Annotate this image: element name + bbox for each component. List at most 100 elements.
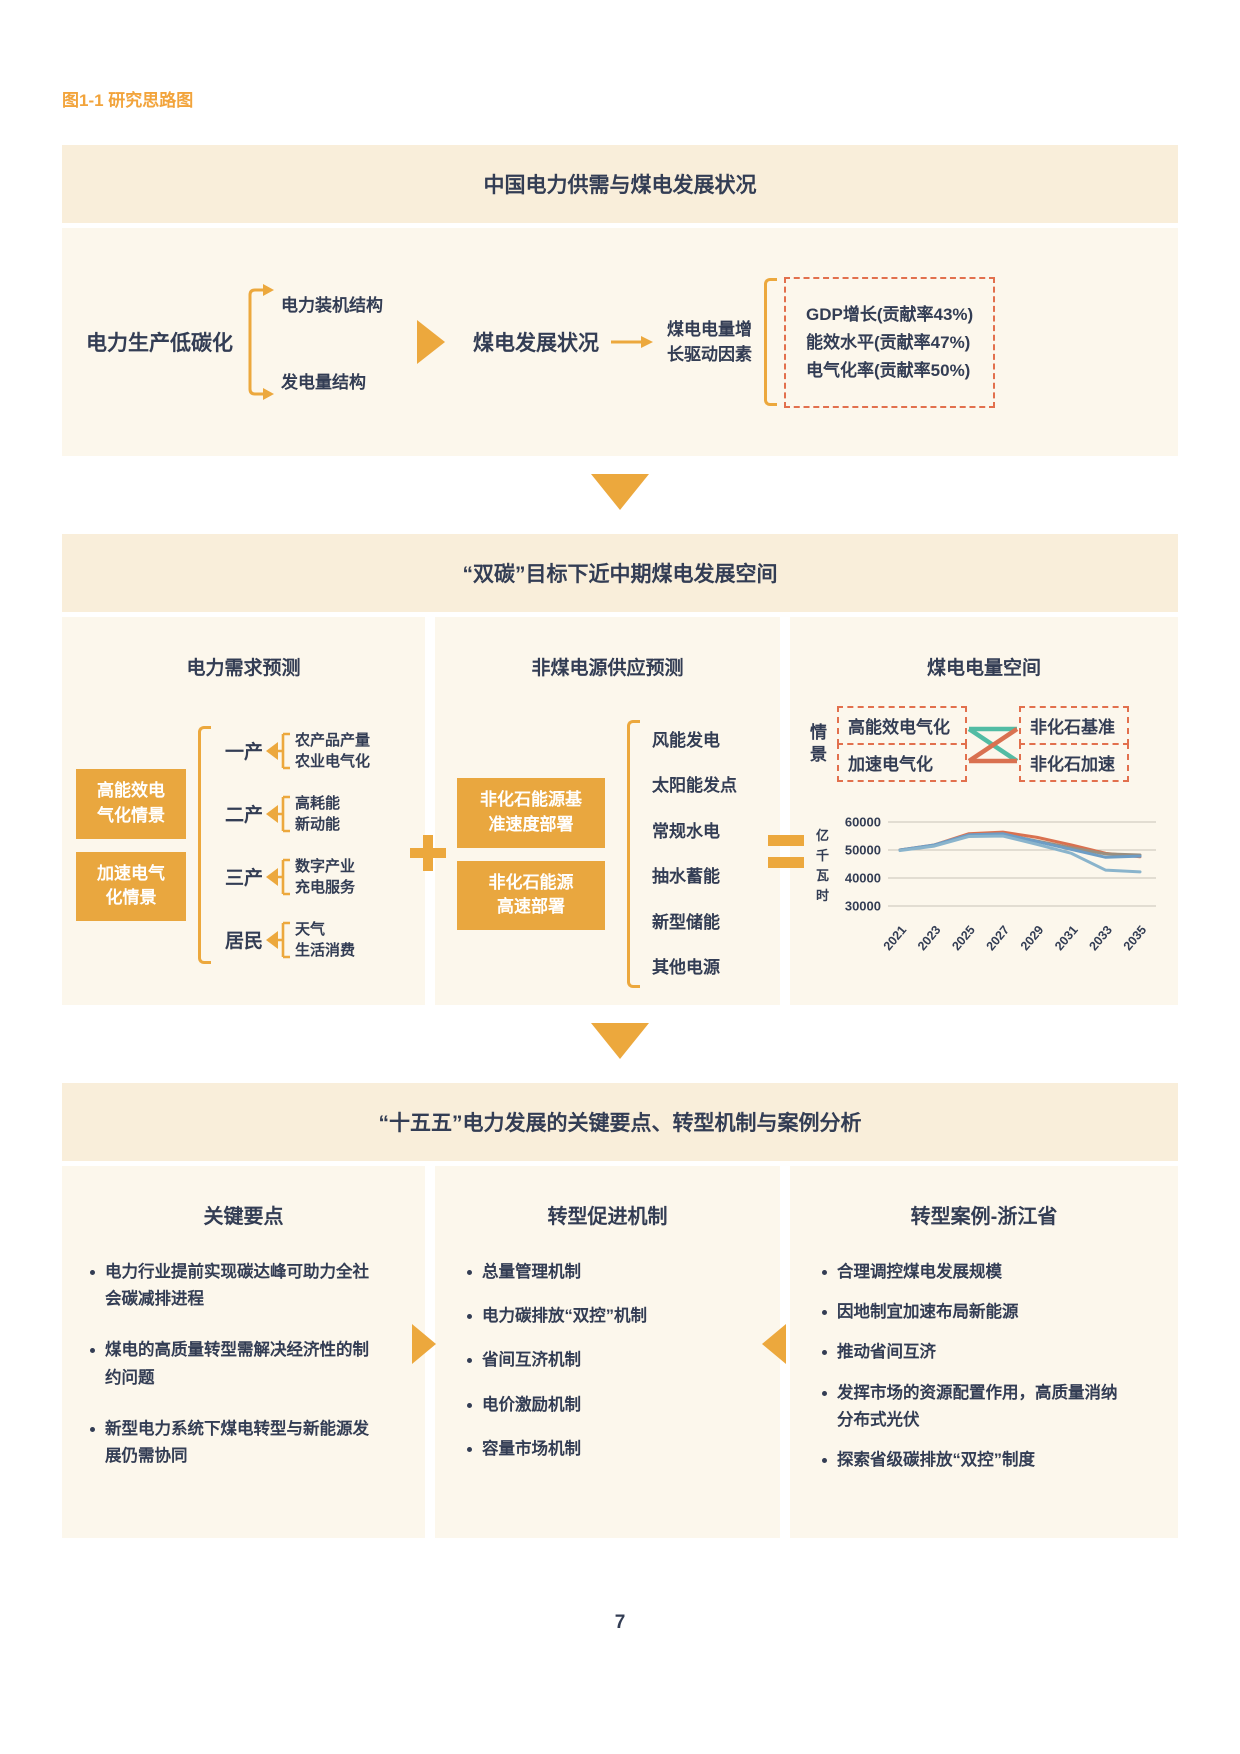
section-analysis: “十五五”电力发展的关键要点、转型机制与案例分析 关键要点 电力行业提前实现碳达… — [62, 1083, 1178, 1538]
bullet-text: 新型电力系统下煤电转型与新能源发展仍需协同 — [105, 1419, 369, 1466]
source-list: 风能发电 太阳能发点 常规水电 抽水蓄能 新型储能 其他电源 — [652, 728, 737, 981]
sector-arrow-bracket-icon — [266, 917, 292, 963]
svg-text:60000: 60000 — [845, 815, 881, 830]
demand-scenario-boxes: 高能效电 气化情景 加速电气 化情景 — [76, 769, 186, 921]
svg-text:2025: 2025 — [949, 923, 978, 952]
node-growth-drivers: 煤电电量增 长驱动因素 — [667, 319, 752, 365]
bullet-dot-icon — [90, 1348, 95, 1354]
sources-bracket-icon — [627, 720, 640, 988]
bullet-dot-icon — [90, 1426, 95, 1432]
drivers-bracket-icon — [764, 278, 777, 406]
bullet-dot-icon — [822, 1270, 827, 1275]
figure-label: 图1-1 研究思路图 — [62, 91, 194, 110]
section3-header: “十五五”电力发展的关键要点、转型机制与案例分析 — [62, 1083, 1178, 1161]
mechanisms-column: 转型促进机制 总量管理机制 电力碳排放“双控”机制 省间互济机制 电价激励机制 … — [435, 1166, 780, 1538]
node-power-decarbonization: 电力生产低碳化 — [86, 332, 233, 355]
left-triangle-icon — [762, 1324, 786, 1364]
mechanisms-list: 总量管理机制 电力碳排放“双控”机制 省间互济机制 电价激励机制 容量市场机制 — [435, 1259, 780, 1463]
list-item: 省间互济机制 — [467, 1347, 770, 1374]
sector-detail: 高耗能 新动能 — [295, 794, 341, 833]
legend-accelerated: 加速电气化 — [837, 743, 967, 782]
list-item: 电价激励机制 — [467, 1392, 770, 1419]
supply-column: 非煤电源供应预测 非化石能源基 准速度部署 非化石能源 高速部署 风能发电 太阳… — [435, 617, 780, 1005]
node-generation-structure: 发电量结构 — [281, 373, 366, 392]
sectors-bracket-icon — [198, 726, 211, 964]
bullet-text: 探索省级碳排放“双控”制度 — [837, 1451, 1035, 1470]
list-item: 新型电力系统下煤电转型与新能源发展仍需协同 — [90, 1416, 385, 1470]
bullet-dot-icon — [90, 1270, 95, 1275]
section3-body: 关键要点 电力行业提前实现碳达峰可助力全社会碳减排进程 煤电的高质量转型需解决经… — [62, 1166, 1178, 1538]
svg-text:2033: 2033 — [1086, 923, 1115, 952]
down-arrow-icon — [591, 474, 649, 510]
keypoints-list: 电力行业提前实现碳达峰可助力全社会碳减排进程 煤电的高质量转型需解决经济性的制约… — [62, 1259, 425, 1470]
bullet-text: 合理调控煤电发展规模 — [837, 1263, 1002, 1281]
bullet-dot-icon — [467, 1446, 472, 1452]
sector-row-primary: 一产 农产品产量 农业电气化 — [221, 728, 370, 774]
legend-nonfossil-fast: 非化石加速 — [1019, 743, 1129, 782]
bullet-dot-icon — [467, 1358, 472, 1364]
bullet-dot-icon — [467, 1402, 472, 1408]
sector-arrow-bracket-icon — [266, 728, 292, 774]
mechanisms-title: 转型促进机制 — [547, 1206, 668, 1228]
legend-left-boxes: 高能效电气化 加速电气化 — [837, 706, 967, 782]
sector-row-tertiary: 三产 数字产业 充电服务 — [221, 854, 370, 900]
svg-text:30000: 30000 — [845, 899, 881, 914]
source-other: 其他电源 — [652, 958, 720, 977]
branch-labels: 电力装机结构 发电量结构 — [281, 291, 383, 393]
bullet-text: 因地制宜加速布局新能源 — [837, 1303, 1019, 1322]
svg-text:2031: 2031 — [1052, 923, 1081, 952]
bullet-text: 推动省间互济 — [837, 1343, 936, 1362]
svg-text:2021: 2021 — [881, 923, 910, 952]
scenario-nonfossil-baseline: 非化石能源基 准速度部署 — [457, 778, 605, 848]
section1-body: 电力生产低碳化 电力装机结构 发电量结构 煤电发展状况 — [62, 228, 1178, 456]
section2-body: 电力需求预测 高能效电 气化情景 加速电气 化情景 一产 — [62, 617, 1178, 1005]
bullet-text: 煤电的高质量转型需解决经济性的制约问题 — [105, 1341, 369, 1387]
sector-detail: 数字产业 充电服务 — [295, 857, 356, 896]
source-wind: 风能发电 — [652, 730, 720, 750]
casestudy-title: 转型案例-浙江省 — [910, 1206, 1058, 1228]
list-item: 煤电的高质量转型需解决经济性的制约问题 — [90, 1337, 385, 1391]
casestudy-list: 合理调控煤电发展规模 因地制宜加速布局新能源 推动省间互济 发挥市场的资源配置作… — [790, 1259, 1178, 1474]
bullet-text: 电力碳排放“双控”机制 — [482, 1307, 647, 1326]
legend-nonfossil-baseline: 非化石基准 — [1019, 706, 1129, 745]
drivers-dashed-box: GDP增长(贡献率43%) 能效水平(贡献率47%) 电气化率(贡献率50%) — [784, 276, 996, 408]
driver-efficiency: 能效水平(贡献率47%) — [806, 332, 971, 352]
svg-text:2035: 2035 — [1121, 923, 1150, 952]
sector-detail: 天气 生活消费 — [295, 920, 356, 959]
space-title: 煤电电量空间 — [926, 658, 1041, 679]
driver-electrification: 电气化率(贡献率50%) — [806, 360, 971, 380]
bullet-text: 总量管理机制 — [482, 1263, 581, 1281]
bullet-dot-icon — [467, 1314, 472, 1320]
scenario-nonfossil-fast: 非化石能源 高速部署 — [457, 860, 605, 930]
scenario-accelerated: 加速电气 化情景 — [76, 851, 186, 921]
demand-column: 电力需求预测 高能效电 气化情景 加速电气 化情景 一产 — [62, 617, 425, 1005]
sector-label: 一产 — [224, 742, 263, 763]
legend-high-efficiency: 高能效电气化 — [837, 706, 967, 745]
list-item: 探索省级碳排放“双控”制度 — [822, 1447, 1122, 1474]
equals-icon — [768, 833, 804, 873]
legend-right-boxes: 非化石基准 非化石加速 — [1019, 706, 1129, 782]
sector-label: 二产 — [224, 805, 263, 826]
down-arrow-icon — [591, 1023, 649, 1059]
bullet-dot-icon — [822, 1458, 827, 1464]
sector-label: 三产 — [224, 868, 263, 889]
source-solar: 太阳能发点 — [652, 776, 737, 795]
sector-row-residential: 居民 天气 生活消费 — [221, 917, 370, 963]
section2-header: “双碳”目标下近中期煤电发展空间 — [62, 534, 1178, 612]
bullet-text: 电力行业提前实现碳达峰可助力全社会碳减排进程 — [105, 1263, 369, 1309]
list-item: 合理调控煤电发展规模 — [822, 1259, 1122, 1286]
section1-header: 中国电力供需与煤电发展状况 — [62, 145, 1178, 223]
svg-text:2029: 2029 — [1018, 923, 1047, 952]
legend-cross-lines-icon — [967, 711, 1019, 777]
source-new-storage: 新型储能 — [652, 912, 720, 932]
bullet-text: 发挥市场的资源配置作用，高质量消纳分布式光伏 — [837, 1383, 1118, 1429]
supply-scenario-boxes: 非化石能源基 准速度部署 非化石能源 高速部署 — [457, 778, 605, 930]
list-item: 容量市场机制 — [467, 1436, 770, 1463]
space-column: 煤电电量空间 情景 高能效电气化 加速电气化 — [790, 617, 1178, 1005]
sector-arrow-bracket-icon — [266, 791, 292, 837]
demand-title: 电力需求预测 — [186, 658, 301, 679]
list-item: 电力行业提前实现碳达峰可助力全社会碳减排进程 — [90, 1259, 385, 1313]
section-status: 中国电力供需与煤电发展状况 电力生产低碳化 电力装机结构 发电量结构 煤电发展状… — [62, 145, 1178, 456]
